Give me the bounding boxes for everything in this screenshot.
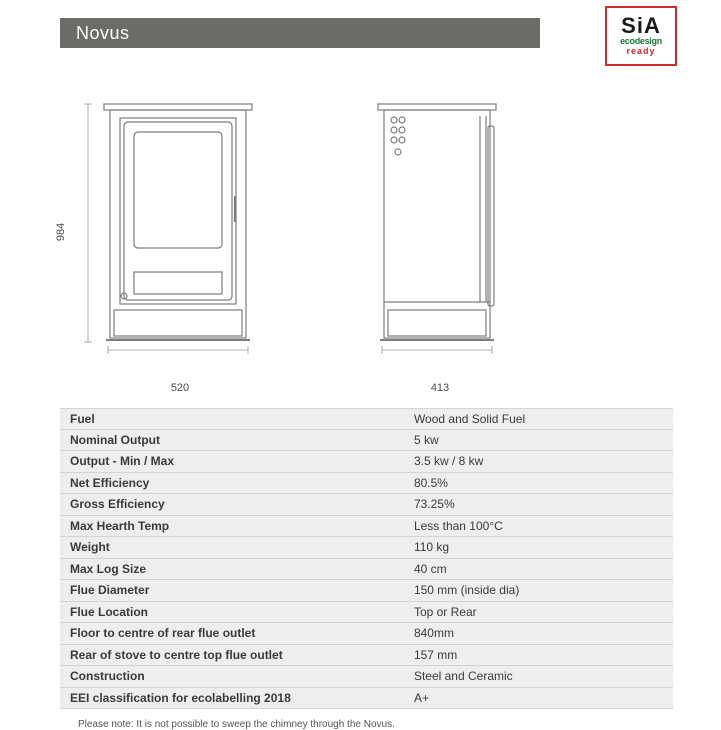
spec-value: 150 mm (inside dia) [414,583,663,597]
title-bar: Novus [60,18,540,48]
badge-sub1-text: ecodesign [620,36,662,46]
spec-value: 110 kg [414,540,663,554]
spec-value: 73.25% [414,497,663,511]
spec-table: FuelWood and Solid FuelNominal Output5 k… [60,408,673,709]
spec-value: Top or Rear [414,605,663,619]
height-dimension: 984 [55,223,67,241]
badge-sub2-text: ready [626,46,655,56]
product-title: Novus [76,23,130,43]
spec-label: Fuel [70,412,414,426]
spec-label: Floor to centre of rear flue outlet [70,626,414,640]
side-view-svg [360,96,520,356]
depth-dimension: 413 [360,382,520,394]
spec-row: ConstructionSteel and Ceramic [60,666,673,688]
spec-label: Net Efficiency [70,476,414,490]
spec-value: Steel and Ceramic [414,669,663,683]
spec-value: 40 cm [414,562,663,576]
spec-row: Flue LocationTop or Rear [60,602,673,624]
spec-label: Max Log Size [70,562,414,576]
spec-row: EEI classification for ecolabelling 2018… [60,688,673,710]
spec-label: Construction [70,669,414,683]
badge-main-text: SiA [621,16,661,36]
spec-label: Rear of stove to centre top flue outlet [70,648,414,662]
diagrams-row: 984 [80,76,673,376]
spec-value: 157 mm [414,648,663,662]
spec-row: Rear of stove to centre top flue outlet1… [60,645,673,667]
spec-row: Max Log Size40 cm [60,559,673,581]
spec-value: 80.5% [414,476,663,490]
spec-value: Less than 100°C [414,519,663,533]
spec-label: Flue Diameter [70,583,414,597]
spec-label: Nominal Output [70,433,414,447]
front-view-diagram: 984 [80,96,280,376]
spec-label: Max Hearth Temp [70,519,414,533]
spec-row: Net Efficiency80.5% [60,473,673,495]
front-view-svg [80,96,280,356]
spec-row: Weight110 kg [60,537,673,559]
spec-value: A+ [414,691,663,705]
spec-label: Gross Efficiency [70,497,414,511]
spec-row: Output - Min / Max3.5 kw / 8 kw [60,451,673,473]
spec-label: Weight [70,540,414,554]
spec-label: EEI classification for ecolabelling 2018 [70,691,414,705]
spec-row: FuelWood and Solid Fuel [60,408,673,430]
spec-row: Nominal Output5 kw [60,430,673,452]
width-dimension: 520 [80,382,280,394]
spec-label: Flue Location [70,605,414,619]
spec-row: Gross Efficiency73.25% [60,494,673,516]
spec-value: 5 kw [414,433,663,447]
spec-row: Max Hearth TempLess than 100°C [60,516,673,538]
side-view-diagram: 413 [360,96,520,376]
spec-label: Output - Min / Max [70,454,414,468]
spec-value: 3.5 kw / 8 kw [414,454,663,468]
sia-badge: SiA ecodesign ready [605,6,677,66]
spec-row: Floor to centre of rear flue outlet840mm [60,623,673,645]
spec-row: Flue Diameter150 mm (inside dia) [60,580,673,602]
spec-value: Wood and Solid Fuel [414,412,663,426]
spec-value: 840mm [414,626,663,640]
